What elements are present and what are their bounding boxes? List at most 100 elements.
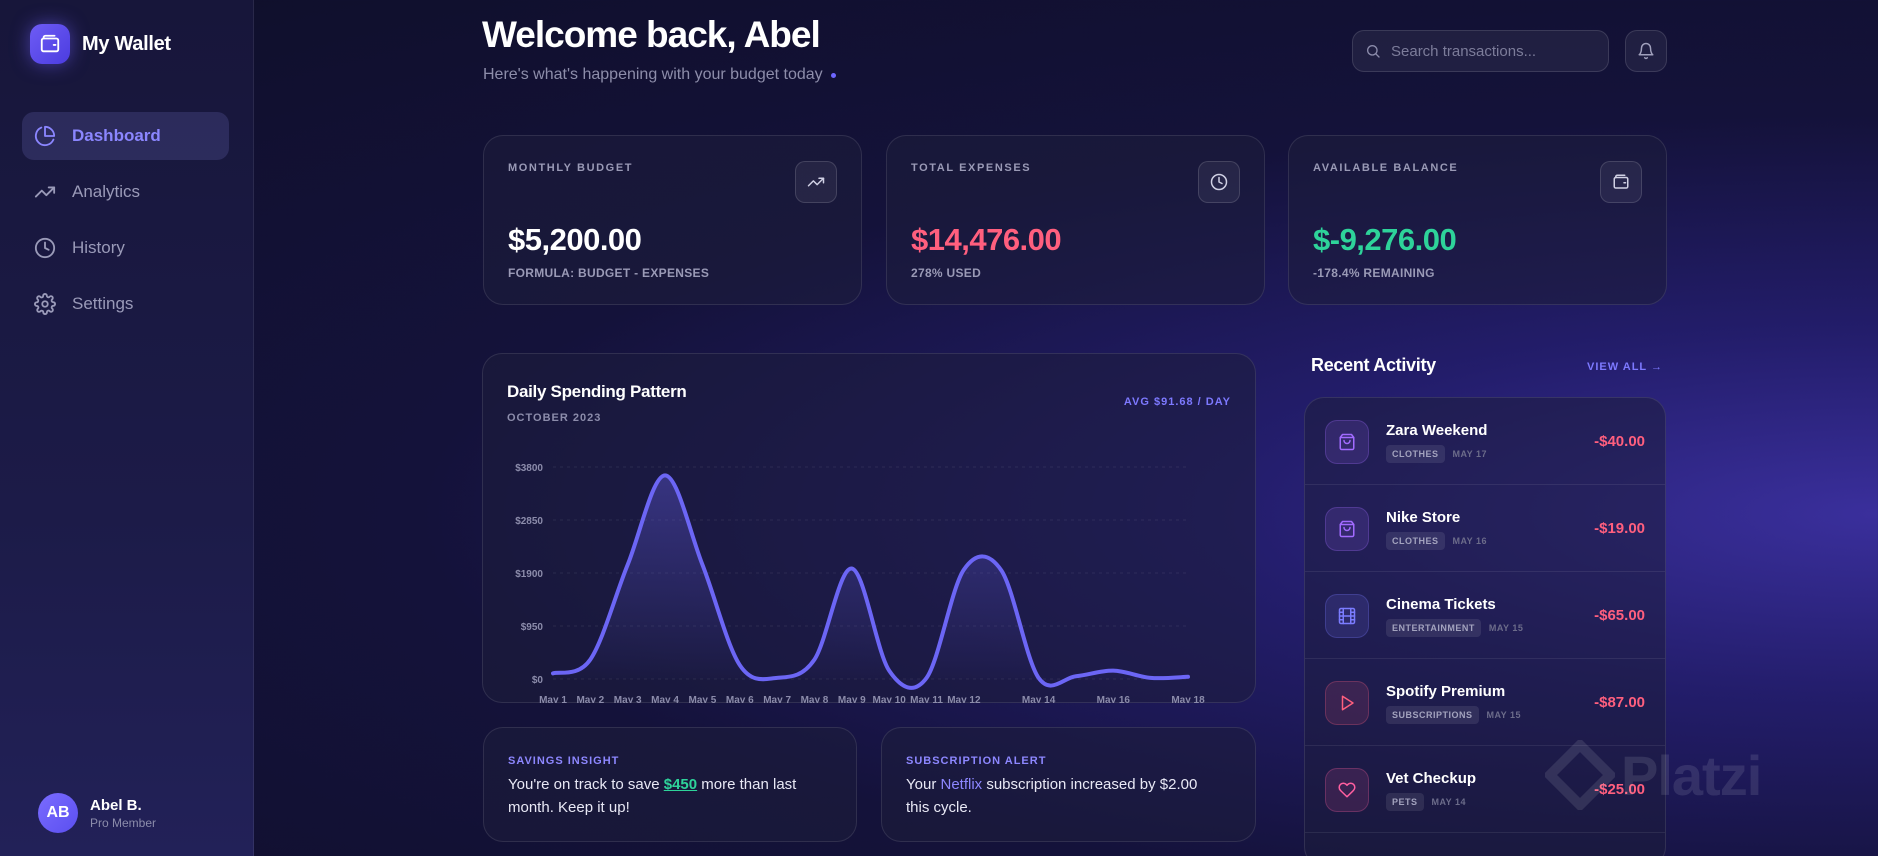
x-tick-label: May 14: [1022, 695, 1056, 704]
search-input[interactable]: [1391, 42, 1591, 60]
arrow-right-icon: →: [1651, 361, 1664, 373]
stat-subtext: FORMULA: BUDGET - EXPENSES: [508, 266, 710, 280]
x-tick-label: May 9: [838, 695, 866, 704]
list-item[interactable]: Vet Checkup PETS MAY 14 -$25.00: [1305, 746, 1665, 833]
transaction-date: MAY 16: [1452, 536, 1488, 546]
transaction-name: Nike Store: [1386, 509, 1461, 526]
avatar: AB: [38, 793, 78, 833]
insight-label: SAVINGS INSIGHT: [508, 755, 620, 767]
search-box[interactable]: [1352, 30, 1609, 72]
subtitle-text: Here's what's happening with your budget…: [483, 66, 823, 83]
category-badge: PETS: [1386, 793, 1424, 811]
x-tick-label: May 7: [763, 695, 791, 704]
chart-average: AVG $91.68 / DAY: [1123, 396, 1231, 408]
list-item[interactable]: Spotify Premium SUBSCRIPTIONS MAY 15 -$87…: [1305, 659, 1665, 746]
page-title: Welcome back, Abel: [482, 14, 821, 55]
x-tick-label: May 18: [1171, 695, 1205, 704]
chart-title: Daily Spending Pattern: [507, 382, 687, 401]
stat-label: TOTAL EXPENSES: [911, 162, 1032, 174]
notifications-button[interactable]: [1625, 30, 1667, 72]
user-role: Pro Member: [90, 815, 157, 830]
subscription-alert-card: SUBSCRIPTION ALERT Your Netflix subscrip…: [881, 727, 1256, 842]
play-icon: [1325, 681, 1369, 725]
transaction-date: MAY 15: [1488, 623, 1524, 633]
transaction-name: Zara Weekend: [1386, 422, 1488, 439]
sidebar-item-label: History: [72, 238, 125, 257]
pie-chart-icon: [34, 125, 56, 146]
list-item[interactable]: Zara Weekend CLOTHES MAY 17 -$40.00: [1305, 398, 1665, 485]
platzi-logo-icon: [1545, 740, 1615, 810]
shopping-bag-icon: [1325, 507, 1369, 551]
film-icon: [1325, 594, 1369, 638]
series-line: [551, 473, 1190, 690]
insight-text: You're on track to save $450 more than l…: [508, 776, 797, 816]
stat-card-monthly-budget: MONTHLY BUDGET $5,200.00 FORMULA: BUDGET…: [483, 135, 862, 305]
x-tick-label: May 11: [910, 695, 943, 704]
transaction-date: MAY 15: [1486, 710, 1522, 720]
bell-icon: [1638, 42, 1654, 60]
shopping-bag-icon: [1325, 420, 1369, 464]
stat-subtext: -178.4% REMAINING: [1313, 266, 1435, 280]
trending-up-icon[interactable]: [795, 161, 837, 203]
sidebar-item-dashboard[interactable]: Dashboard: [22, 112, 229, 160]
sidebar-item-analytics[interactable]: Analytics: [22, 168, 229, 216]
search-icon: [1367, 45, 1380, 58]
wallet-icon[interactable]: [1600, 161, 1642, 203]
y-tick-label: $0: [532, 675, 544, 686]
spending-chart[interactable]: $0 $950 $1900 $2850 $3800 May 1 May 2 May 3 May …: [483, 354, 1257, 704]
x-tick-label: May 3: [614, 695, 642, 704]
recent-activity-list: Zara Weekend CLOTHES MAY 17 -$40.00 Nike …: [1304, 397, 1666, 856]
insight-label: SUBSCRIPTION ALERT: [906, 755, 1047, 767]
transaction-name: Spotify Premium: [1386, 683, 1506, 700]
savings-amount: $450: [663, 776, 698, 793]
x-tick-label: May 16: [1097, 695, 1131, 704]
app-logo[interactable]: My Wallet: [30, 24, 171, 64]
category-badge: CLOTHES: [1386, 445, 1445, 463]
chart-subtitle: OCTOBER 2023: [507, 412, 602, 424]
sidebar-nav: Dashboard Analytics History Settings: [22, 112, 229, 336]
gear-icon: [34, 293, 56, 315]
page-subtitle: Here's what's happening with your budget…: [483, 66, 836, 84]
status-dot: [830, 72, 836, 78]
stat-value: $-9,276.00: [1313, 222, 1457, 257]
user-name: Abel B.: [90, 796, 142, 814]
sidebar-item-label: Settings: [72, 294, 134, 313]
list-item[interactable]: Nike Store CLOTHES MAY 16 -$19.00: [1305, 485, 1665, 572]
y-tick-label: $2850: [515, 516, 543, 527]
sidebar-item-label: Analytics: [72, 182, 141, 201]
transaction-name: Vet Checkup: [1386, 770, 1477, 787]
y-tick-label: $1900: [515, 569, 543, 580]
x-tick-label: May 4: [651, 695, 679, 704]
transaction-date: MAY 14: [1431, 797, 1467, 807]
transaction-amount: -$25.00: [1594, 781, 1645, 798]
x-tick-label: May 6: [726, 695, 754, 704]
transaction-amount: -$87.00: [1594, 694, 1645, 711]
x-tick-label: May 10: [872, 695, 906, 704]
transaction-amount: -$40.00: [1594, 433, 1645, 450]
y-tick-label: $950: [521, 622, 544, 633]
x-tick-label: May 2: [576, 695, 604, 704]
sidebar-item-label: Dashboard: [72, 126, 161, 145]
x-tick-label: May 12: [947, 695, 981, 704]
stat-value: $5,200.00: [508, 222, 642, 257]
heart-icon: [1325, 768, 1369, 812]
spending-chart-card: Daily Spending Pattern OCTOBER 2023 AVG …: [482, 353, 1256, 703]
sidebar-item-history[interactable]: History: [22, 224, 229, 272]
user-profile[interactable]: AB Abel B. Pro Member: [38, 793, 156, 833]
view-all-link[interactable]: VIEW ALL →: [1587, 361, 1664, 373]
subscription-name: Netflix: [940, 776, 983, 793]
sidebar-item-settings[interactable]: Settings: [22, 280, 229, 328]
stat-label: AVAILABLE BALANCE: [1313, 162, 1459, 174]
transaction-date: MAY 17: [1452, 449, 1488, 459]
recent-activity-title: Recent Activity: [1311, 355, 1436, 375]
list-item[interactable]: Cinema Tickets ENTERTAINMENT MAY 15 -$65.…: [1305, 572, 1665, 659]
stat-card-available-balance: AVAILABLE BALANCE $-9,276.00 -178.4% REM…: [1288, 135, 1667, 305]
stat-card-total-expenses: TOTAL EXPENSES $14,476.00 278% USED: [886, 135, 1265, 305]
category-badge: ENTERTAINMENT: [1386, 619, 1481, 637]
platzi-watermark: Platzi: [1545, 740, 1762, 810]
savings-insight-card: SAVINGS INSIGHT You're on track to save …: [483, 727, 857, 842]
stat-subtext: 278% USED: [911, 266, 982, 280]
trending-up-icon: [34, 186, 56, 198]
clock-icon[interactable]: [1198, 161, 1240, 203]
sidebar: My Wallet Dashboard Analytics History Se…: [0, 0, 254, 856]
